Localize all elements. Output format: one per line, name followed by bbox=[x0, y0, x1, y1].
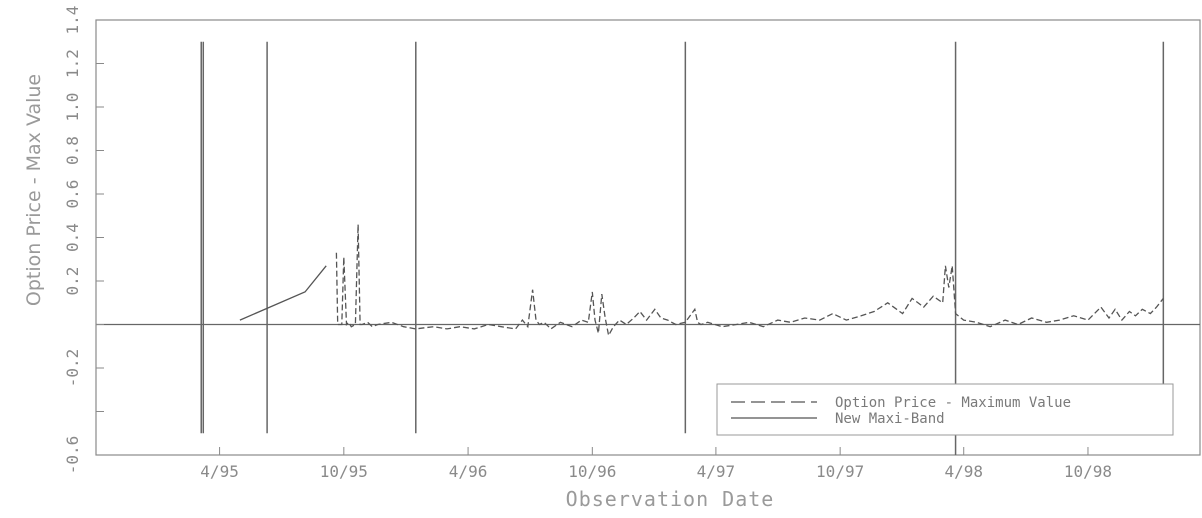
y-tick-label: -0.6 bbox=[63, 436, 82, 475]
y-axis-label: Option Price - Max Value bbox=[23, 74, 45, 306]
legend-entry-new-maxi-band: New Maxi-Band bbox=[835, 411, 945, 427]
y-tick-label: 1.4 bbox=[63, 6, 82, 35]
y-tick-label: -0.2 bbox=[63, 349, 82, 388]
x-axis-label: Observation Date bbox=[566, 487, 775, 511]
series-line-option-price bbox=[335, 224, 1164, 338]
x-tick-label: 4/96 bbox=[449, 462, 488, 481]
series-line-new-maxi-band bbox=[239, 265, 327, 321]
y-tick-label: 0.8 bbox=[63, 136, 82, 165]
y-tick-label: 1.0 bbox=[63, 93, 82, 122]
x-tick-label: 10/95 bbox=[320, 462, 368, 481]
x-tick-label: 4/95 bbox=[200, 462, 239, 481]
legend-box bbox=[716, 383, 1174, 436]
x-tick-label: 4/97 bbox=[697, 462, 736, 481]
y-tick-label: 1.2 bbox=[63, 49, 82, 78]
y-tick-label: 0.4 bbox=[63, 223, 82, 252]
legend-entry-option-price: Option Price - Maximum Value bbox=[835, 395, 1071, 411]
x-tick-label: 10/96 bbox=[568, 462, 616, 481]
y-tick-label: 0.2 bbox=[63, 267, 82, 296]
x-tick-label: 4/98 bbox=[944, 462, 983, 481]
legend: Option Price - Maximum Value New Maxi-Ba… bbox=[716, 383, 1174, 436]
y-tick-label: 0.6 bbox=[63, 180, 82, 209]
x-tick-label: 10/98 bbox=[1064, 462, 1112, 481]
x-tick-label: 10/97 bbox=[816, 462, 864, 481]
